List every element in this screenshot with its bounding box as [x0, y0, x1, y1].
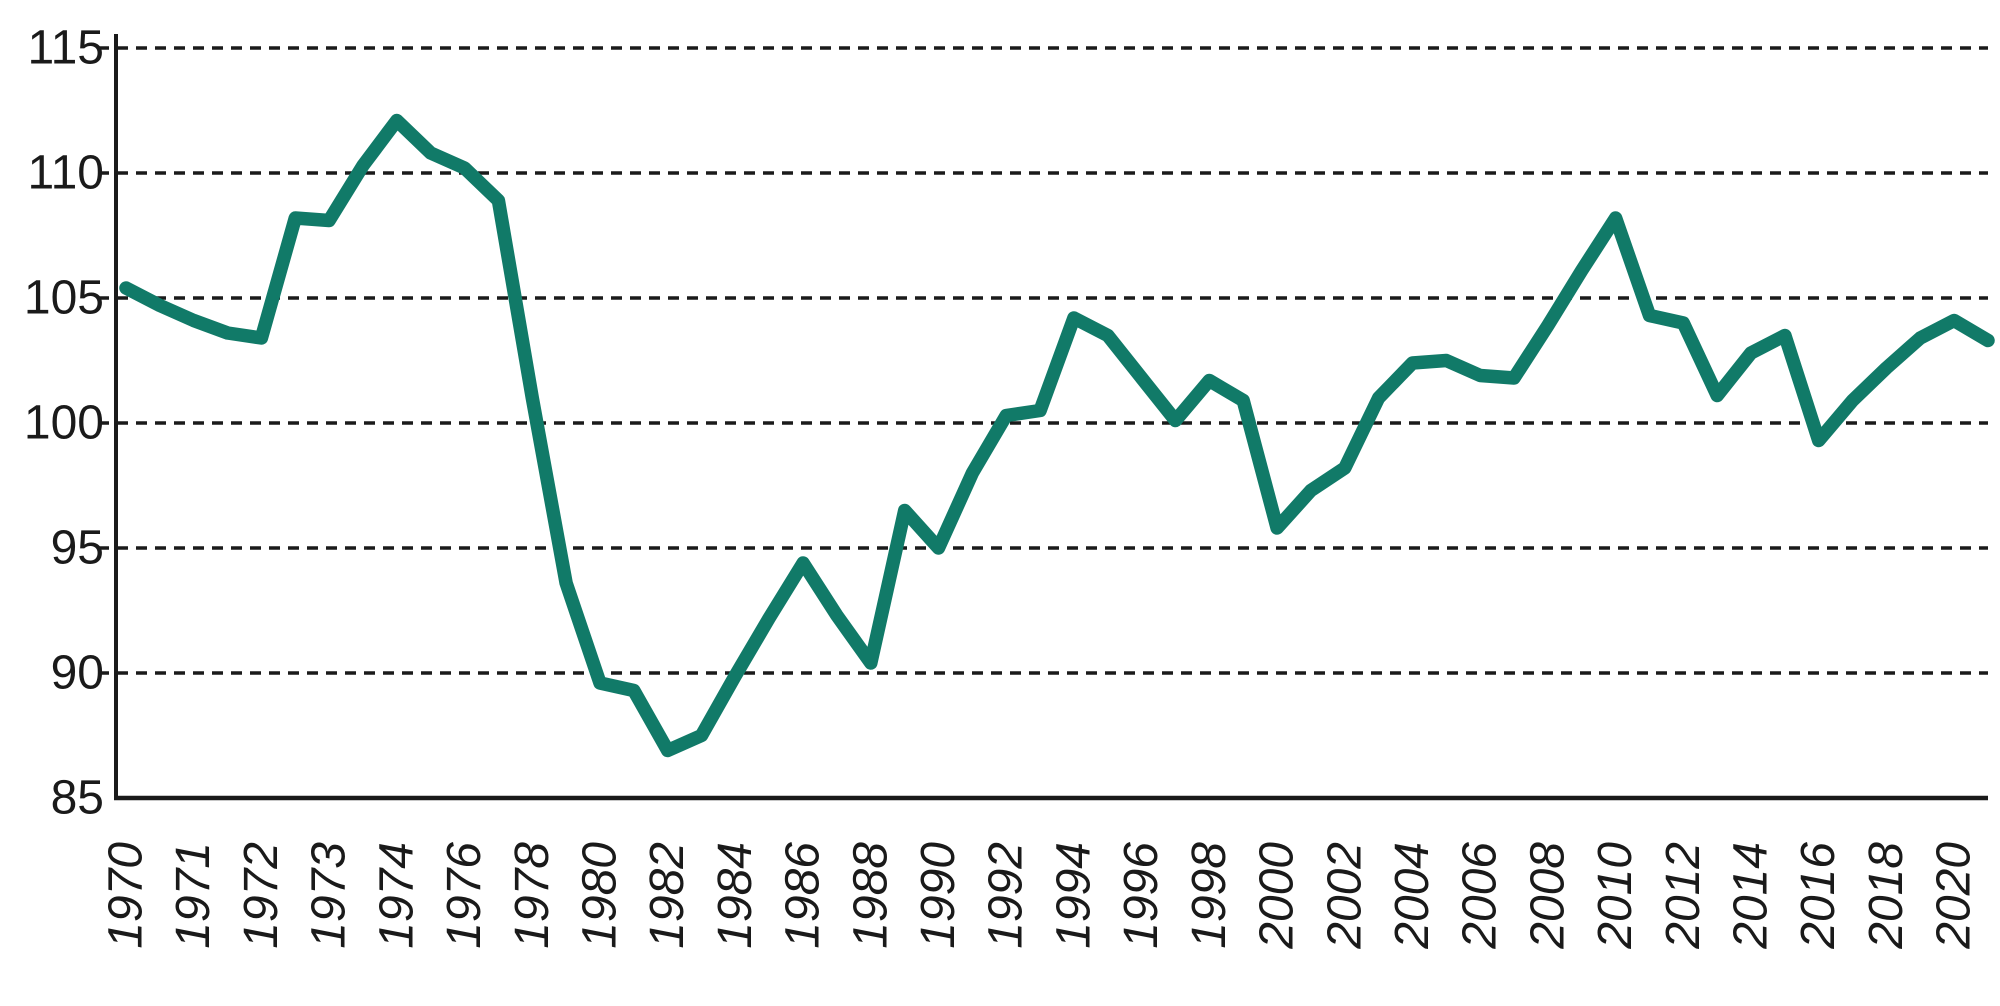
x-tick-label-1992: 1992 — [980, 842, 1033, 949]
x-tick-label-2008: 2008 — [1521, 842, 1574, 950]
y-tick-label-85: 85 — [51, 772, 104, 825]
x-tick-label-1978: 1978 — [506, 842, 559, 949]
x-tick-label-2006: 2006 — [1454, 842, 1507, 950]
x-tick-label-1988: 1988 — [844, 842, 897, 949]
x-tick-label-1982: 1982 — [641, 842, 694, 949]
series-polyline — [119, 113, 1995, 758]
x-tick-label-2020: 2020 — [1928, 842, 1981, 950]
x-tick-label-1971: 1971 — [167, 842, 220, 949]
x-tick-label-2018: 2018 — [1860, 842, 1913, 950]
x-tick-label-1970: 1970 — [100, 842, 153, 949]
y-tick-label-115: 115 — [27, 22, 104, 75]
gridlines — [98, 46, 1988, 675]
x-tick-label-1996: 1996 — [1115, 842, 1168, 949]
x-tick-label-2016: 2016 — [1792, 842, 1845, 950]
x-tick-labels: 1970 1971 1972 1973 1974 1976 1978 1980 1982 1984… — [100, 842, 1981, 950]
x-tick-label-1986: 1986 — [777, 842, 830, 949]
x-tick-label-1984: 1984 — [709, 842, 762, 949]
y-tick-label-95: 95 — [51, 522, 104, 575]
x-tick-label-1998: 1998 — [1183, 842, 1236, 949]
y-tick-label-110: 110 — [27, 147, 104, 200]
x-tick-label-1974: 1974 — [370, 842, 423, 949]
x-tick-label-2002: 2002 — [1318, 842, 1371, 950]
x-tick-label-1990: 1990 — [912, 842, 965, 949]
y-tick-label-105: 105 — [24, 272, 104, 325]
y-tick-label-100: 100 — [24, 397, 104, 450]
y-tick-label-90: 90 — [51, 647, 104, 700]
x-tick-label-2014: 2014 — [1725, 842, 1778, 950]
x-tick-label-2004: 2004 — [1386, 842, 1439, 950]
x-tick-label-1976: 1976 — [438, 842, 491, 949]
x-tick-label-2012: 2012 — [1657, 842, 1710, 950]
x-tick-label-2010: 2010 — [1589, 842, 1642, 950]
x-tick-label-1994: 1994 — [1047, 842, 1100, 949]
y-tick-labels: 115 110 105 100 95 90 85 — [24, 22, 104, 825]
x-tick-label-1973: 1973 — [303, 842, 356, 949]
x-tick-label-1972: 1972 — [235, 842, 288, 949]
x-tick-label-1980: 1980 — [573, 842, 626, 949]
x-tick-label-2000: 2000 — [1251, 842, 1304, 950]
